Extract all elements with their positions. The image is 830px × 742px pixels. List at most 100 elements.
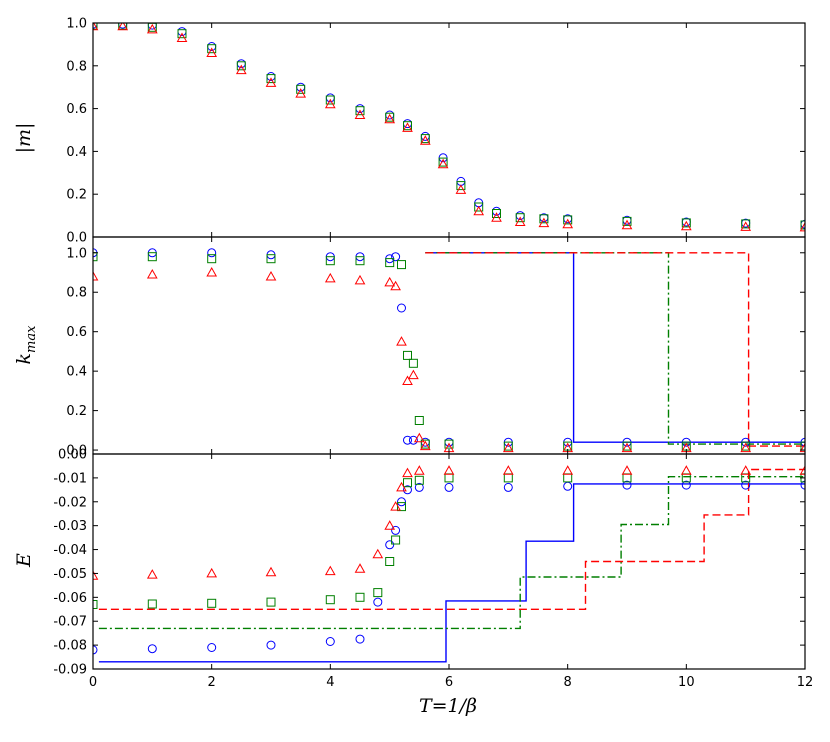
triangle-marker — [491, 212, 502, 222]
triangle-marker — [402, 122, 413, 132]
x-tick-label: 0 — [89, 675, 97, 690]
square-marker — [741, 441, 751, 451]
triangle-marker — [740, 221, 752, 231]
square-marker — [355, 106, 365, 116]
triangle-marker — [384, 520, 396, 530]
y-tick-label: -0.07 — [53, 615, 87, 630]
square-marker — [355, 256, 365, 266]
square-marker — [147, 599, 157, 609]
triangle-marker — [396, 481, 407, 492]
panel-1: 0.0 0.2 0.4 0.6 0.8 1.0 — [66, 17, 806, 246]
square-marker — [681, 218, 691, 228]
triangle-marker — [799, 442, 805, 453]
square-marker — [266, 597, 276, 607]
square-marker — [325, 256, 335, 266]
triangle-marker — [206, 47, 218, 57]
square-marker — [385, 557, 395, 566]
panel-frame — [92, 236, 806, 455]
square-marker — [403, 478, 412, 488]
y-tick-label: 0.2 — [66, 188, 87, 203]
y-tick-label: 0.00 — [58, 448, 87, 463]
square-marker — [93, 252, 98, 262]
square-marker — [403, 350, 412, 360]
square-marker — [118, 23, 128, 30]
x-tick-label: 12 — [797, 675, 814, 690]
y-tick-label: -0.09 — [53, 663, 87, 678]
y-tick-label: -0.08 — [53, 639, 87, 654]
circle-marker — [444, 482, 454, 492]
y-tick-label: 1.0 — [66, 246, 87, 261]
square-marker — [177, 29, 187, 39]
series-line-green-dash-dot-step — [425, 252, 805, 445]
series-blue-circles — [93, 248, 805, 447]
triangle-marker — [372, 548, 384, 559]
square-marker — [444, 439, 454, 449]
y-tick-label: 1.0 — [66, 17, 87, 32]
ylabel-kmax-base: k — [13, 353, 35, 365]
y-tick-label: 0.0 — [66, 444, 87, 459]
triangle-marker — [206, 567, 218, 578]
square-marker — [385, 112, 395, 122]
ylabel-kmax-sub: max — [24, 325, 39, 353]
circle-marker — [408, 435, 418, 445]
triangle-marker — [799, 465, 805, 475]
triangle-marker — [402, 375, 413, 385]
square-marker — [444, 473, 454, 483]
triangle-marker — [354, 274, 366, 285]
square-marker — [563, 473, 573, 483]
square-marker — [93, 600, 98, 609]
panel-data — [93, 465, 805, 663]
square-marker — [492, 209, 501, 218]
circle-marker — [93, 645, 98, 655]
y-tick-label: 0.2 — [66, 404, 87, 419]
ylabel-e: E — [13, 553, 35, 568]
triangle-marker — [680, 220, 692, 231]
triangle-marker — [740, 465, 752, 475]
square-marker — [403, 121, 412, 131]
triangle-marker — [324, 565, 336, 576]
panel-2: 0.0 0.2 0.4 0.6 0.8 1.0 — [66, 236, 806, 459]
triangle-marker — [93, 23, 99, 31]
triangle-marker — [265, 270, 277, 281]
triangle-marker — [390, 501, 401, 511]
plot-area: 0.00.20.40.60.81.00.00.20.40.60.81.00.00… — [53, 17, 813, 691]
circle-marker — [391, 252, 401, 262]
triangle-marker — [93, 270, 99, 281]
series-green-squares — [93, 473, 805, 609]
square-marker — [296, 84, 306, 94]
series-line-green-dash-dot-step — [98, 476, 805, 630]
series-line-red-dashed-step — [425, 252, 805, 447]
square-marker — [622, 441, 632, 451]
triangle-marker — [740, 442, 752, 453]
triangle-marker — [413, 465, 425, 475]
triangle-marker — [799, 221, 805, 232]
y-tick-label: -0.01 — [53, 471, 87, 486]
series-green-squares — [93, 23, 805, 230]
series-line-blue-solid-step — [98, 483, 805, 663]
circle-marker — [741, 480, 751, 490]
triangle-marker — [146, 569, 158, 579]
y-tick-label: 0.6 — [66, 325, 87, 340]
x-tick-label: 4 — [326, 675, 334, 690]
square-marker — [438, 157, 448, 167]
y-tick-label: 0.4 — [66, 365, 87, 380]
series-red-triangles — [93, 23, 805, 232]
triangle-marker — [413, 432, 425, 443]
square-marker — [800, 441, 805, 451]
circle-marker — [147, 644, 157, 654]
triangle-marker — [354, 563, 366, 573]
square-marker — [539, 214, 549, 224]
y-tick-label: 0.4 — [66, 145, 87, 160]
circle-marker — [800, 480, 805, 490]
series-line-red-dashed-step — [98, 468, 805, 610]
triangle-marker — [562, 465, 574, 475]
square-marker — [207, 598, 217, 608]
triangle-marker — [680, 465, 692, 475]
triangle-marker — [621, 219, 633, 230]
square-marker — [456, 181, 466, 191]
square-marker — [397, 502, 406, 512]
circle-marker — [414, 482, 424, 492]
circle-marker — [385, 540, 395, 550]
series-red-triangles — [93, 266, 805, 453]
x-tick-label: 2 — [208, 675, 216, 690]
